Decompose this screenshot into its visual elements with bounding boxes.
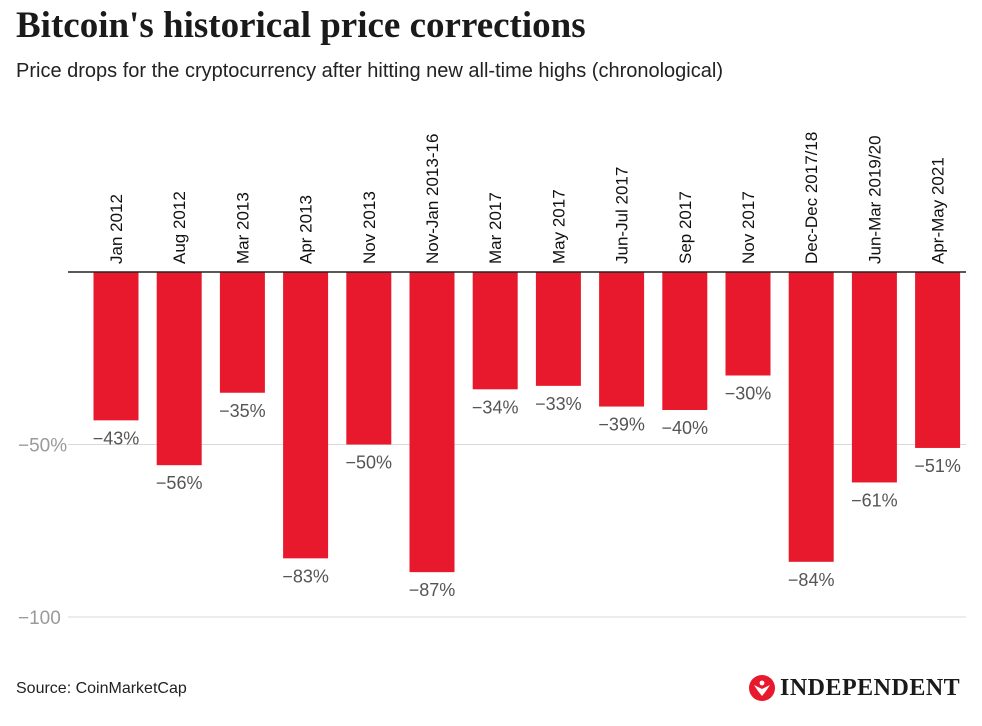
y-tick-label: −50% [18, 436, 67, 457]
bar [93, 272, 139, 421]
data-label: −87% [409, 580, 456, 600]
category-label: Sep 2017 [676, 191, 695, 264]
bar [535, 272, 581, 386]
bar [156, 272, 202, 466]
category-label: Dec-Dec 2017/18 [802, 132, 821, 264]
source-note: Source: CoinMarketCap [16, 680, 187, 697]
data-label: −33% [535, 394, 582, 414]
bar-chart: −50% −100 −43% Jan 2012 −56% Aug 2012 −35% Mar … [18, 132, 966, 629]
bar [409, 272, 455, 573]
category-label: Nov 2017 [739, 191, 758, 264]
bar [599, 272, 645, 407]
data-label: −39% [598, 415, 645, 435]
category-label: Nov 2013 [360, 191, 379, 264]
category-label: Mar 2013 [233, 192, 252, 264]
eagle-icon [749, 675, 775, 701]
category-label: Apr-May 2021 [929, 157, 948, 264]
bar [788, 272, 834, 562]
bar [346, 272, 392, 445]
category-label: May 2017 [549, 189, 568, 264]
chart-subtitle: Price drops for the cryptocurrency after… [16, 60, 723, 82]
bar [472, 272, 518, 390]
bars [93, 272, 961, 573]
chart-title: Bitcoin's historical price corrections [16, 5, 586, 46]
data-label: −30% [725, 384, 772, 404]
publisher-name: INDEPENDENT [780, 674, 961, 701]
bar [725, 272, 771, 376]
category-label: Jan 2012 [107, 194, 126, 264]
category-label: Nov-Jan 2013-16 [423, 134, 442, 264]
bar [283, 272, 329, 559]
bar [851, 272, 897, 483]
data-label: −43% [93, 428, 140, 448]
bar [915, 272, 961, 448]
data-label: −40% [662, 418, 709, 438]
data-label: −61% [851, 490, 898, 510]
data-label: −56% [156, 473, 203, 493]
bar [219, 272, 265, 393]
labels: −50% −100 −43% Jan 2012 −56% Aug 2012 −35% Mar … [18, 132, 961, 629]
data-label: −35% [219, 401, 266, 421]
category-label: Apr 2013 [297, 195, 316, 264]
category-label: Aug 2012 [170, 191, 189, 264]
publisher-logo[interactable]: INDEPENDENT [748, 674, 960, 702]
y-tick-label: −100 [18, 608, 61, 629]
data-label: −83% [282, 566, 329, 586]
category-label: Jun-Mar 2019/20 [865, 135, 884, 264]
data-label: −50% [346, 453, 393, 473]
data-label: −51% [914, 456, 961, 476]
bar [662, 272, 708, 410]
category-label: Jun-Jul 2017 [613, 167, 632, 264]
category-label: Mar 2017 [486, 192, 505, 264]
data-label: −34% [472, 397, 519, 417]
data-label: −84% [788, 570, 835, 590]
